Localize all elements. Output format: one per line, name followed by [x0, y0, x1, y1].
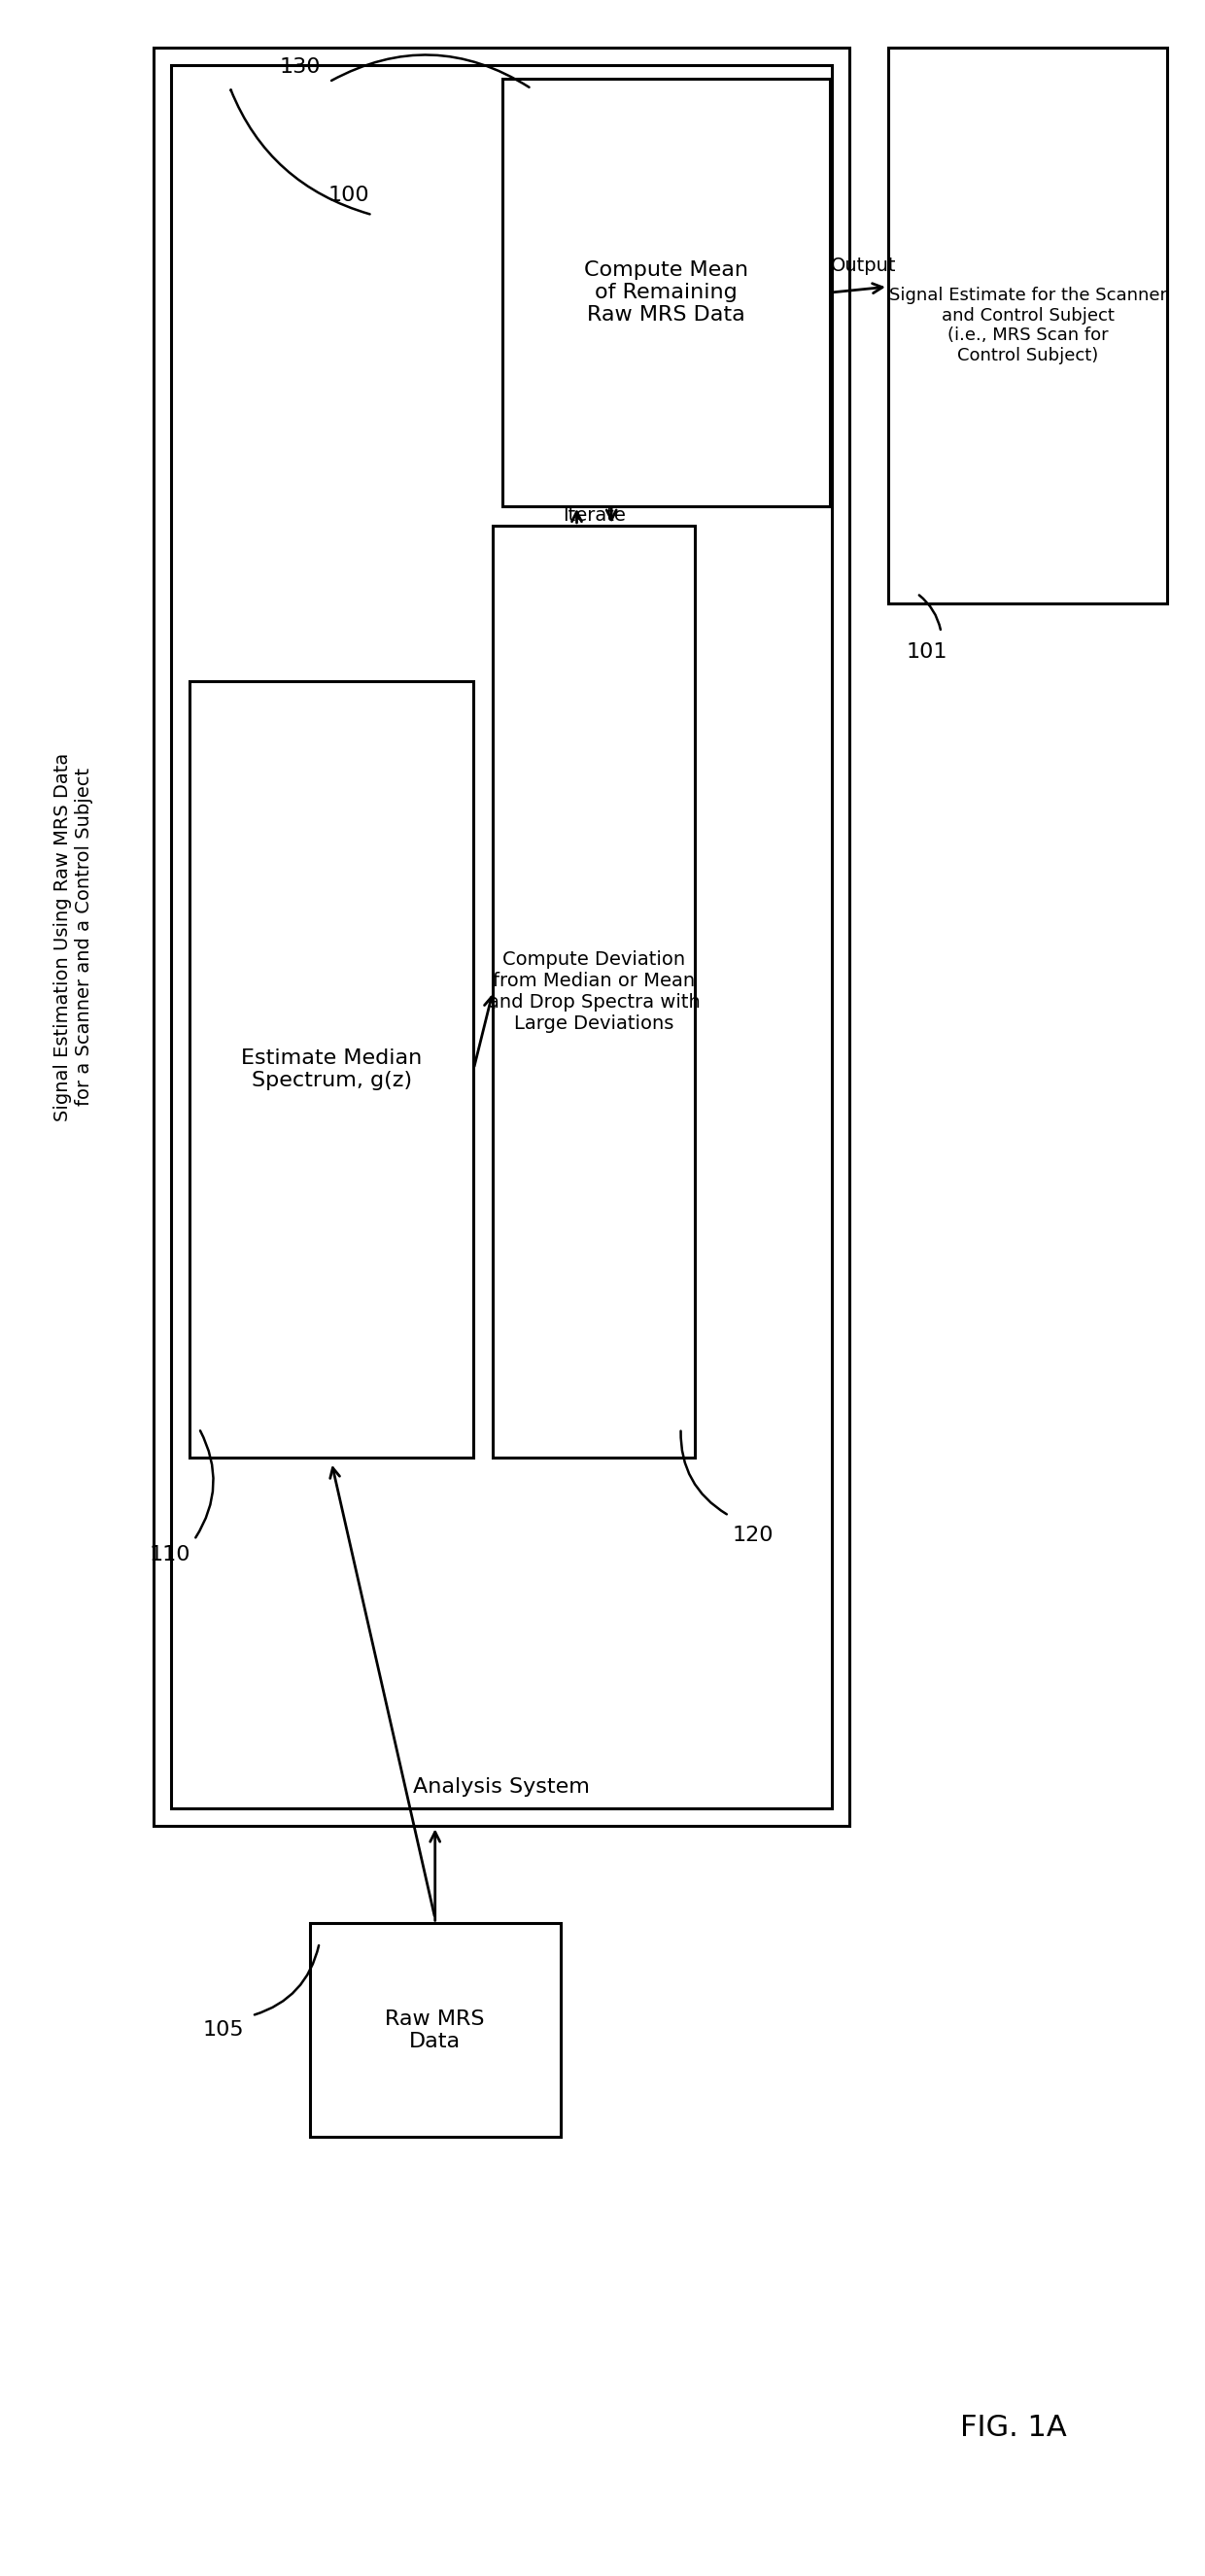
- Bar: [888, 49, 1168, 603]
- Text: Compute Deviation
from Median or Mean
and Drop Spectra with
Large Deviations: Compute Deviation from Median or Mean an…: [488, 951, 700, 1033]
- FancyArrowPatch shape: [681, 1430, 727, 1515]
- Text: 120: 120: [733, 1525, 774, 1546]
- Text: FIG. 1A: FIG. 1A: [960, 2414, 1066, 2442]
- Text: Compute Mean
of Remaining
Raw MRS Data: Compute Mean of Remaining Raw MRS Data: [584, 260, 748, 325]
- Bar: [502, 80, 830, 505]
- Text: Iterate: Iterate: [563, 507, 625, 526]
- Text: Analysis System: Analysis System: [413, 1777, 590, 1798]
- Text: Signal Estimation Using Raw MRS Data
for a Scanner and a Control Subject: Signal Estimation Using Raw MRS Data for…: [54, 752, 94, 1121]
- Text: 100: 100: [328, 185, 369, 206]
- Bar: [189, 680, 474, 1458]
- Text: 101: 101: [906, 641, 947, 662]
- Text: 110: 110: [149, 1546, 190, 1564]
- Text: Signal Estimate for the Scanner
and Control Subject
(i.e., MRS Scan for
Control : Signal Estimate for the Scanner and Cont…: [889, 286, 1166, 366]
- Bar: [310, 1924, 560, 2138]
- FancyArrowPatch shape: [331, 54, 529, 88]
- Text: Raw MRS
Data: Raw MRS Data: [386, 2009, 484, 2050]
- Text: Estimate Median
Spectrum, g(z): Estimate Median Spectrum, g(z): [241, 1048, 422, 1090]
- FancyArrowPatch shape: [254, 1945, 319, 2014]
- Bar: [153, 49, 850, 1826]
- Text: 105: 105: [202, 2020, 243, 2040]
- Text: 130: 130: [280, 57, 321, 77]
- FancyArrowPatch shape: [919, 595, 941, 629]
- Bar: [171, 64, 833, 1808]
- FancyArrowPatch shape: [195, 1430, 213, 1538]
- FancyArrowPatch shape: [231, 90, 370, 214]
- Text: Output: Output: [831, 255, 897, 276]
- Bar: [493, 526, 695, 1458]
